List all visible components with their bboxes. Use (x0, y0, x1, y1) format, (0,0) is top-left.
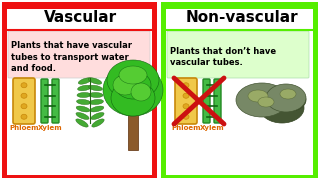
Text: Non-vascular: Non-vascular (186, 10, 298, 26)
Ellipse shape (119, 66, 147, 84)
Bar (166, 9, 313, 175)
FancyBboxPatch shape (167, 31, 309, 78)
Ellipse shape (111, 80, 155, 116)
Ellipse shape (183, 83, 189, 88)
Ellipse shape (76, 99, 91, 105)
FancyBboxPatch shape (13, 78, 35, 124)
Ellipse shape (89, 85, 102, 91)
Ellipse shape (115, 71, 151, 99)
Ellipse shape (236, 83, 288, 117)
Text: Xylem: Xylem (200, 125, 224, 131)
Ellipse shape (76, 119, 88, 127)
Ellipse shape (260, 93, 304, 123)
Ellipse shape (77, 85, 92, 91)
Bar (128, 105, 138, 150)
Ellipse shape (280, 89, 296, 99)
Ellipse shape (247, 90, 283, 114)
Bar (7, 9, 152, 175)
Ellipse shape (183, 93, 189, 98)
Ellipse shape (89, 93, 103, 98)
Ellipse shape (78, 78, 92, 84)
Ellipse shape (90, 99, 103, 105)
Ellipse shape (248, 90, 268, 102)
Bar (161, 2, 318, 178)
Text: Plants that have vascular
tubes to transport water
and food.: Plants that have vascular tubes to trans… (11, 41, 132, 73)
FancyBboxPatch shape (41, 79, 48, 123)
Ellipse shape (21, 93, 27, 98)
Text: Phloem: Phloem (9, 125, 39, 131)
Ellipse shape (90, 106, 104, 112)
Ellipse shape (183, 114, 189, 119)
Text: Plants that don’t have
vascular tubes.: Plants that don’t have vascular tubes. (170, 47, 276, 67)
Ellipse shape (21, 104, 27, 109)
Ellipse shape (21, 83, 27, 88)
Ellipse shape (183, 104, 189, 109)
Ellipse shape (76, 106, 90, 112)
FancyBboxPatch shape (175, 78, 197, 124)
Ellipse shape (266, 84, 306, 112)
Ellipse shape (77, 93, 91, 98)
Text: Phloem: Phloem (171, 125, 201, 131)
Ellipse shape (107, 60, 159, 100)
Ellipse shape (274, 89, 306, 111)
Ellipse shape (76, 112, 89, 120)
Ellipse shape (92, 119, 104, 127)
Bar (2, 2, 157, 178)
Ellipse shape (21, 114, 27, 119)
FancyBboxPatch shape (214, 79, 221, 123)
Ellipse shape (103, 64, 163, 116)
FancyBboxPatch shape (8, 31, 150, 78)
Text: Vascular: Vascular (44, 10, 116, 26)
Ellipse shape (88, 78, 102, 84)
FancyBboxPatch shape (52, 79, 59, 123)
Text: Xylem: Xylem (38, 125, 62, 131)
Ellipse shape (91, 112, 104, 120)
Ellipse shape (258, 97, 274, 107)
FancyBboxPatch shape (203, 79, 210, 123)
Ellipse shape (131, 83, 151, 101)
Ellipse shape (113, 75, 137, 95)
